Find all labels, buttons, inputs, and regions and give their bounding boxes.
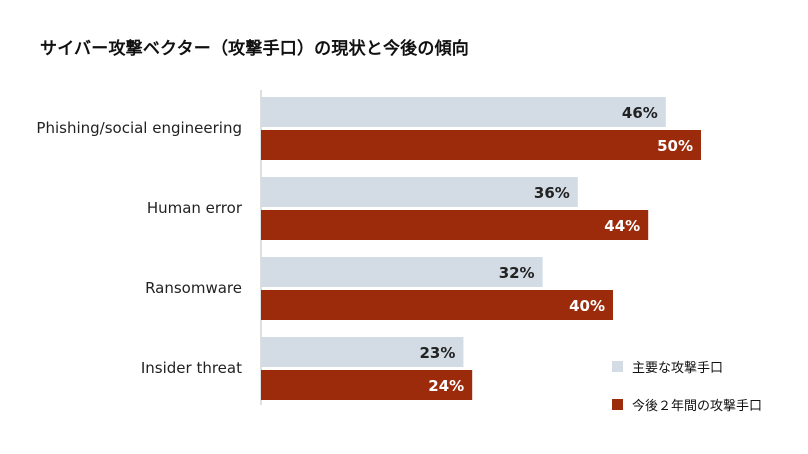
category-label-insider-threat: Insider threat bbox=[141, 359, 242, 377]
category-label-ransomware: Ransomware bbox=[145, 279, 242, 297]
bar-human-error-current bbox=[261, 177, 578, 207]
legend-item-future: 今後２年間の攻撃手口 bbox=[612, 394, 762, 414]
value-label-ransomware-future: 40% bbox=[569, 297, 605, 315]
value-label-phishing-social-engineering-future: 50% bbox=[657, 137, 693, 155]
value-label-insider-threat-current: 23% bbox=[419, 344, 455, 362]
category-label-human-error: Human error bbox=[147, 199, 243, 217]
legend-label-current: 主要な攻撃手口 bbox=[632, 360, 724, 376]
legend: 主要な攻撃手口 今後２年間の攻撃手口 bbox=[612, 356, 762, 432]
bar-ransomware-current bbox=[261, 257, 543, 287]
bar-human-error-future bbox=[261, 210, 649, 240]
legend-swatch-current bbox=[612, 360, 623, 372]
value-label-ransomware-current: 32% bbox=[499, 264, 535, 282]
value-label-phishing-social-engineering-current: 46% bbox=[622, 104, 658, 122]
value-label-human-error-current: 36% bbox=[534, 184, 570, 202]
bar-phishing-social-engineering-current bbox=[261, 97, 666, 127]
legend-swatch-future bbox=[612, 398, 623, 410]
bar-phishing-social-engineering-future bbox=[261, 130, 701, 160]
value-label-human-error-future: 44% bbox=[604, 217, 640, 235]
chart-title: サイバー攻撃ベクター（攻撃手口）の現状と今後の傾向 bbox=[40, 39, 469, 59]
value-label-insider-threat-future: 24% bbox=[428, 377, 464, 395]
legend-item-current: 主要な攻撃手口 bbox=[612, 356, 762, 376]
bar-ransomware-future bbox=[261, 290, 613, 320]
bar-insider-threat-future bbox=[261, 370, 473, 400]
bar-insider-threat-current bbox=[261, 337, 464, 367]
legend-label-future: 今後２年間の攻撃手口 bbox=[632, 398, 763, 414]
category-label-phishing-social-engineering: Phishing/social engineering bbox=[36, 119, 242, 137]
